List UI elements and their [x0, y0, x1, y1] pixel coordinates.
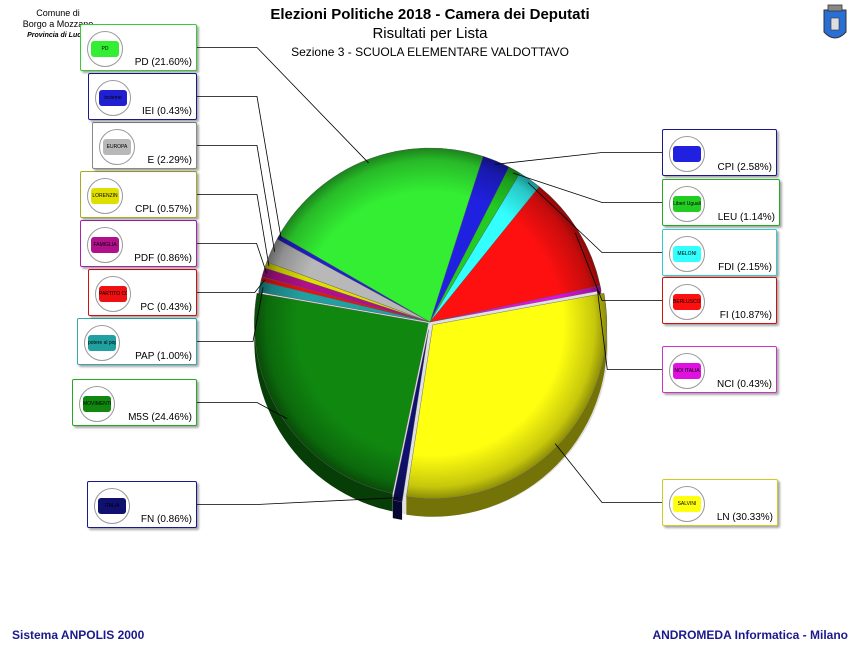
connector-pap	[197, 287, 264, 342]
party-logo-text: MOVIMENTO	[83, 396, 111, 412]
party-logo-icon: Liberi Uguali	[669, 186, 705, 222]
connector-m5s	[197, 402, 288, 420]
connector-cpl	[197, 194, 270, 267]
pie-slice-fi	[429, 186, 601, 323]
party-logo-icon: MOVIMENTO	[79, 386, 115, 422]
legend-label: FDI (2.15%)	[718, 262, 772, 273]
party-logo-icon: PD	[87, 31, 123, 67]
chart-subtitle: Risultati per Lista	[372, 25, 488, 42]
legend-label: PD (21.60%)	[134, 57, 192, 68]
connector-nci	[596, 288, 662, 370]
party-logo-icon: LORENZIN	[87, 178, 123, 214]
provincia-label: Provincia di Lucca	[27, 32, 89, 39]
pie-slice-fn	[392, 329, 429, 503]
legend-box-pap: potere al popolo PAP (1.00%)	[77, 318, 197, 365]
connector-ln	[554, 443, 662, 503]
party-logo-text	[673, 146, 701, 162]
party-logo-text: SALVINI	[673, 496, 701, 512]
pie-side-fn	[392, 500, 403, 520]
comune-header: Comune di Borgo a Mozzano Provincia di L…	[6, 8, 110, 41]
connector-e	[197, 145, 276, 252]
legend-label: IEI (0.43%)	[141, 106, 192, 117]
party-logo-text: potere al popolo	[88, 335, 116, 351]
party-logo-icon: potere al popolo	[84, 325, 120, 361]
comune-line1: Comune di	[36, 8, 80, 18]
party-logo-icon: insieme	[95, 80, 131, 116]
connector-fi	[574, 232, 662, 301]
legend-box-cpi: CPI (2.58%)	[662, 129, 777, 176]
party-logo-icon: ITALIA	[94, 488, 130, 524]
legend-label: PAP (1.00%)	[135, 351, 192, 362]
connector-fdi	[527, 182, 662, 253]
legend-label: M5S (24.46%)	[128, 412, 192, 423]
connector-fn	[197, 497, 399, 505]
legend-label: FN (0.86%)	[140, 514, 192, 525]
legend-box-ln: SALVINI LN (30.33%)	[662, 479, 778, 526]
party-logo-text: FAMIGLIA	[91, 237, 119, 253]
connector-pd	[197, 47, 369, 164]
legend-box-iei: insieme IEI (0.43%)	[88, 73, 197, 120]
party-logo-text: Liberi Uguali	[673, 196, 701, 212]
legend-box-nci: NOI ITALIA NCI (0.43%)	[662, 346, 777, 393]
legend-box-cpl: LORENZIN CPL (0.57%)	[80, 171, 197, 218]
pie-slice-pd	[279, 147, 484, 323]
pie-side-m5s	[254, 293, 393, 512]
party-logo-text: insieme	[99, 90, 127, 106]
party-logo-icon: SALVINI	[669, 486, 705, 522]
legend-label: LEU (1.14%)	[717, 212, 775, 223]
pie-slice-m5s	[254, 292, 429, 494]
connector-cpi	[494, 152, 662, 165]
party-logo-icon: NOI ITALIA	[669, 353, 705, 389]
party-logo-icon: BERLUSCONI	[669, 284, 705, 320]
crest-icon	[823, 4, 847, 39]
footer-right: ANDROMEDA Informatica - Milano	[652, 628, 848, 642]
chart-title: Elezioni Politiche 2018 - Camera dei Dep…	[270, 6, 590, 23]
pie-side-ln	[406, 293, 607, 517]
connector-pdf	[197, 243, 267, 274]
party-logo-text: PD	[91, 41, 119, 57]
connector-pc	[197, 279, 266, 293]
legend-box-pc: PARTITO COMUNISTA PC (0.43%)	[88, 269, 197, 316]
legend-box-fn: ITALIA FN (0.86%)	[87, 481, 197, 528]
legend-box-pdf: FAMIGLIA PDF (0.86%)	[80, 220, 197, 267]
party-logo-icon: EUROPA	[99, 129, 135, 165]
legend-label: FI (10.87%)	[719, 310, 772, 321]
legend-box-leu: Liberi Uguali LEU (1.14%)	[662, 179, 780, 226]
legend-box-fi: BERLUSCONI FI (10.87%)	[662, 277, 777, 324]
comune-line2: Borgo a Mozzano	[22, 19, 94, 29]
party-logo-text: EUROPA	[103, 139, 131, 155]
party-logo-icon: MELONI	[669, 236, 705, 272]
party-logo-text: LORENZIN	[91, 188, 119, 204]
legend-label: PDF (0.86%)	[134, 253, 192, 264]
pie-slice-nci	[429, 285, 602, 323]
legend-label: CPI (2.58%)	[717, 162, 772, 173]
legend-box-m5s: MOVIMENTO M5S (24.46%)	[72, 379, 197, 426]
footer-left: Sistema ANPOLIS 2000	[12, 628, 145, 642]
connector-iei	[197, 96, 282, 239]
legend-box-fdi: MELONI FDI (2.15%)	[662, 229, 777, 276]
party-logo-text: NOI ITALIA	[673, 363, 701, 379]
party-logo-text: ITALIA	[98, 498, 126, 514]
pie-slice-ln	[406, 293, 608, 499]
party-logo-text: PARTITO COMUNISTA	[99, 286, 127, 302]
party-logo-icon	[669, 136, 705, 172]
legend-box-e: EUROPA E (2.29%)	[92, 122, 197, 169]
section-label: Sezione 3 - SCUOLA ELEMENTARE VALDOTTAVO	[291, 45, 569, 59]
legend-label: E (2.29%)	[147, 155, 192, 166]
legend-label: NCI (0.43%)	[716, 379, 772, 390]
legend-box-pd: PD PD (21.60%)	[80, 24, 197, 71]
legend-label: LN (30.33%)	[716, 512, 773, 523]
party-logo-text: BERLUSCONI	[673, 294, 701, 310]
party-logo-text: MELONI	[673, 246, 701, 262]
legend-label: CPL (0.57%)	[135, 204, 192, 215]
party-logo-icon: FAMIGLIA	[87, 227, 123, 263]
legend-label: PC (0.43%)	[140, 302, 192, 313]
party-logo-icon: PARTITO COMUNISTA	[95, 276, 131, 312]
connector-leu	[512, 172, 662, 203]
